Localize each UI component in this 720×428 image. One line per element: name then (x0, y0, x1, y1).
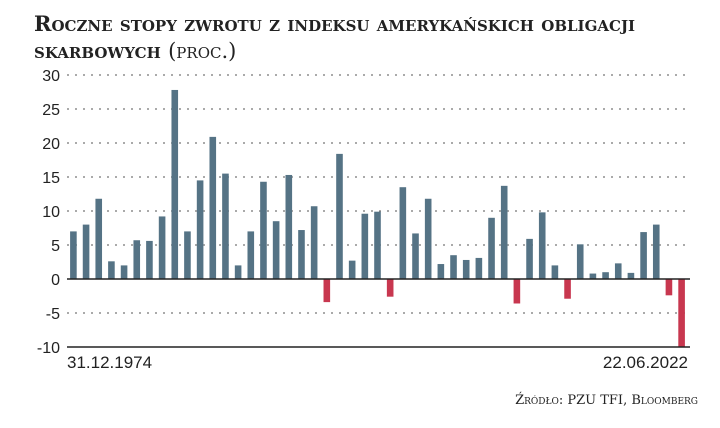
bar (184, 231, 191, 279)
bar (665, 279, 673, 296)
bar (70, 231, 77, 279)
source-note: Źródło: PZU TFI, Bloomberg (515, 393, 698, 408)
bar (247, 231, 255, 279)
bar (462, 259, 470, 279)
bar (146, 240, 153, 279)
bar (310, 206, 318, 279)
bar (272, 221, 280, 279)
bar (424, 198, 432, 279)
bar (627, 272, 635, 279)
bar (576, 244, 584, 279)
bar (108, 261, 115, 279)
bar (564, 279, 571, 299)
bar (513, 279, 521, 304)
bar (171, 89, 179, 280)
y-tick-label: -5 (46, 306, 60, 323)
bar (640, 232, 647, 279)
bar (82, 224, 90, 279)
bar-chart: 30 25 20 15 10 5 0 -5 -10 31.12.1974 22.06.2022 (37, 68, 690, 372)
bar (526, 238, 533, 279)
bar (323, 279, 331, 303)
bar (437, 264, 445, 279)
bars (70, 89, 685, 347)
bar (95, 198, 103, 279)
bar (120, 265, 128, 279)
x-end-label: 22.06.2022 (603, 353, 688, 372)
bar (652, 224, 660, 279)
y-tick-label: 0 (51, 272, 60, 289)
bar (285, 174, 293, 279)
bar (234, 265, 242, 279)
bar (336, 153, 343, 279)
bar (450, 255, 457, 279)
bar (412, 233, 419, 279)
bar (589, 273, 597, 279)
bar (551, 265, 559, 279)
bar (602, 272, 609, 279)
bar (399, 187, 407, 279)
y-tick-label: 25 (42, 102, 60, 119)
bar (538, 212, 546, 279)
title-text: Roczne stopy zwrotu z indeksu amerykańsk… (34, 11, 636, 63)
title-unit: (proc.) (168, 39, 237, 63)
bar (260, 181, 267, 279)
bar (386, 279, 394, 297)
y-axis-ticks: 30 25 20 15 10 5 0 -5 -10 (37, 68, 60, 357)
y-tick-label: 5 (51, 238, 60, 255)
bar (361, 213, 369, 279)
bar (614, 263, 622, 279)
bar (196, 180, 204, 279)
y-tick-label: -10 (37, 340, 60, 357)
chart-title: Roczne stopy zwrotu z indeksu amerykańsk… (34, 10, 694, 65)
y-tick-label: 10 (42, 204, 60, 221)
y-tick-label: 20 (42, 136, 60, 153)
x-start-label: 31.12.1974 (67, 353, 152, 372)
bar (158, 216, 166, 279)
bar (298, 230, 305, 279)
bar (488, 217, 495, 279)
bar (500, 185, 508, 279)
bar (475, 257, 483, 279)
bar (374, 211, 381, 279)
bar (348, 260, 356, 279)
bar (209, 136, 217, 279)
bar (133, 240, 141, 279)
bar (678, 279, 685, 347)
bar (222, 173, 229, 279)
y-tick-label: 30 (42, 68, 60, 85)
y-tick-label: 15 (42, 170, 60, 187)
